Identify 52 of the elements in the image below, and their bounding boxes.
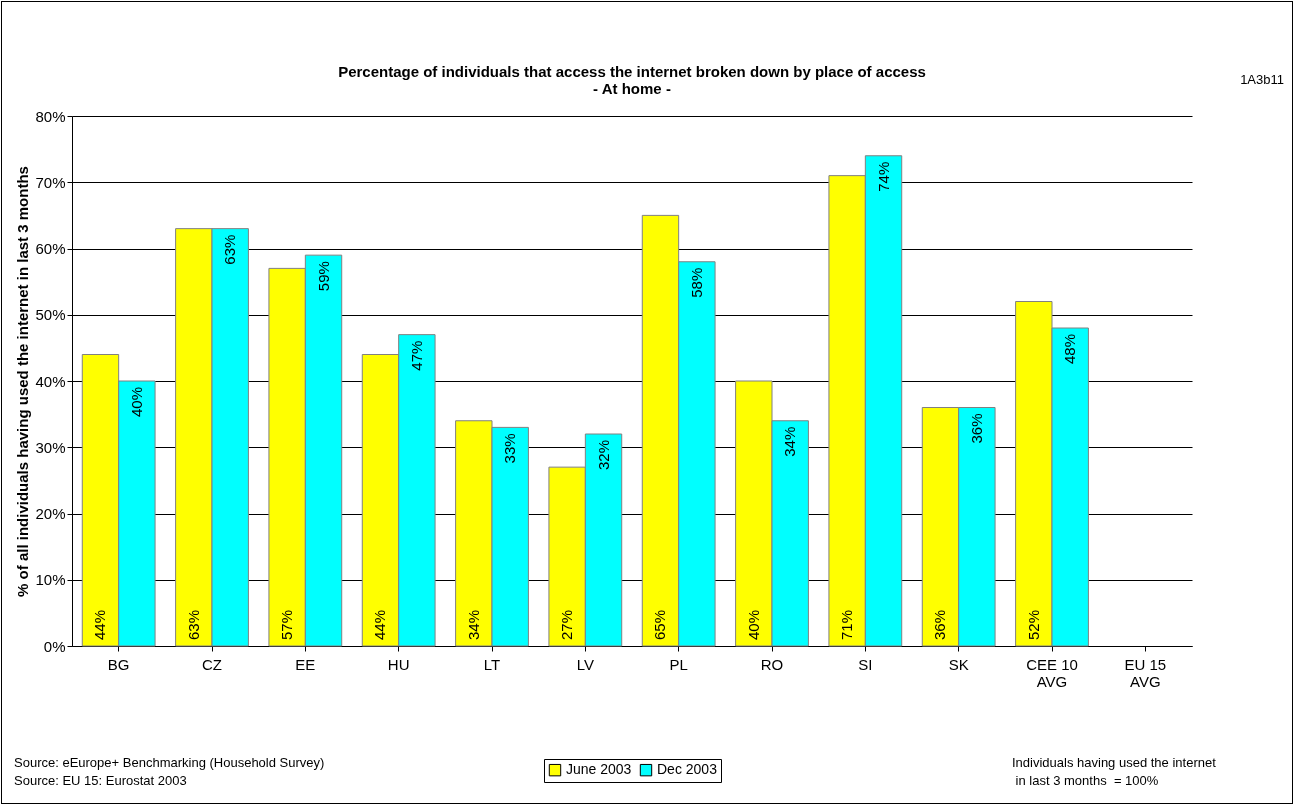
chart-subtitle: - At home -: [593, 80, 671, 97]
text: Individuals having used the internet in last 3 months = 100%: [1012, 754, 1216, 790]
x-tick-label: EE: [295, 655, 316, 673]
legend-label: Dec 2003: [657, 761, 718, 778]
x-tick-label: HU: [387, 655, 410, 673]
data-label: 36%: [967, 413, 985, 444]
y-tick-label: 80%: [35, 107, 66, 125]
y-tick-label: 10%: [35, 571, 66, 589]
x-tick-label: PL: [669, 655, 688, 673]
data-label: 32%: [594, 440, 612, 471]
text: 1A3b11: [1240, 71, 1284, 89]
y-tick-label: 0%: [43, 637, 66, 655]
data-label: 34%: [464, 609, 482, 640]
y-tick-label: 60%: [35, 240, 66, 257]
data-label: 44%: [371, 609, 389, 640]
data-label: 40%: [744, 609, 762, 640]
y-tick-label: 30%: [35, 438, 66, 456]
x-tick-label: CEE 10 AVG: [1026, 655, 1078, 690]
data-label: 57%: [278, 609, 296, 640]
data-label: 48%: [1061, 334, 1079, 365]
data-label: 36%: [931, 609, 949, 640]
y-tick-label: 70%: [35, 173, 66, 191]
x-tick-label: BG: [107, 655, 130, 673]
data-label: 74%: [874, 161, 892, 192]
y-tick-label: 50%: [35, 306, 66, 324]
data-label: 63%: [221, 234, 239, 265]
x-tick-label: SK: [948, 655, 969, 673]
x-tick-label: LV: [576, 655, 594, 673]
x-tick-label: CZ: [202, 655, 222, 673]
data-label: 63%: [184, 609, 202, 640]
y-tick-label: 20%: [35, 505, 66, 522]
y-axis-title: % of all individuals having used the internet in last 3 months: [14, 166, 32, 597]
data-label: 47%: [407, 340, 425, 371]
legend-label: June 2003: [566, 761, 632, 778]
data-label: 34%: [781, 426, 799, 457]
x-tick-label: LT: [483, 655, 501, 673]
chart-title: Percentage of individuals that access the internet broken down by place of access: [338, 63, 926, 80]
source-note: Source: EU 15: Eurostat 2003: [14, 772, 187, 790]
data-label: 59%: [314, 261, 332, 292]
data-label: 52%: [1024, 609, 1042, 640]
data-label: 33%: [501, 433, 519, 464]
data-label: 40%: [127, 387, 145, 418]
x-tick-label: RO: [760, 655, 784, 673]
data-label: 71%: [838, 609, 856, 640]
source-note: Source: eEurope+ Benchmarking (Household Survey): [14, 754, 325, 772]
x-tick-label: EU 15 AVG: [1124, 655, 1167, 690]
data-label: 44%: [91, 609, 109, 640]
data-label: 27%: [558, 609, 576, 640]
data-label: 65%: [651, 609, 669, 640]
y-tick-label: 40%: [35, 372, 66, 390]
x-tick-label: SI: [858, 655, 873, 673]
data-label: 58%: [687, 267, 705, 298]
